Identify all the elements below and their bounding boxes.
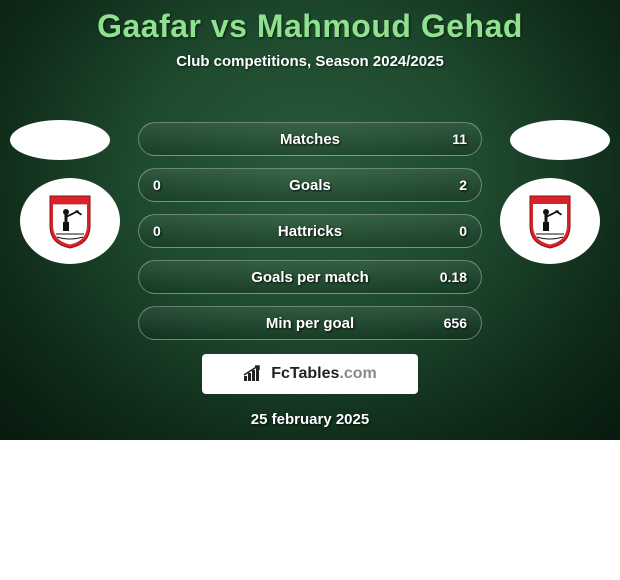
stat-label: Matches (280, 131, 340, 148)
brand-text: FcTables.com (271, 365, 377, 383)
comparison-date: 25 february 2025 (0, 411, 620, 428)
player-right-club-badge (500, 178, 600, 264)
stat-row-goals: 0 Goals 2 (138, 168, 482, 202)
player-left-club-badge (20, 178, 120, 264)
stat-row-goals-per-match: Goals per match 0.18 (138, 260, 482, 294)
page-title: Gaafar vs Mahmoud Gehad (0, 0, 620, 45)
stat-right-value: 11 (452, 131, 467, 147)
club-crest-icon (46, 192, 94, 250)
stat-row-matches: Matches 11 (138, 122, 482, 156)
stat-label: Goals (289, 177, 331, 194)
brand-bars-icon (243, 365, 265, 383)
card-content: Gaafar vs Mahmoud Gehad Club competition… (0, 0, 620, 440)
stat-left-value: 0 (153, 177, 161, 193)
stat-label: Min per goal (266, 315, 354, 332)
player-left-avatar (10, 120, 110, 160)
stat-right-value: 2 (459, 177, 467, 193)
brand-prefix: Fc (271, 365, 290, 382)
stat-right-value: 0 (459, 223, 467, 239)
comparison-card: Gaafar vs Mahmoud Gehad Club competition… (0, 0, 620, 440)
club-crest-icon (526, 192, 574, 250)
brand-suffix: .com (339, 365, 376, 382)
stat-left-value: 0 (153, 223, 161, 239)
player-right-avatar (510, 120, 610, 160)
page-subtitle: Club competitions, Season 2024/2025 (0, 53, 620, 70)
stat-label: Hattricks (278, 223, 342, 240)
stat-row-min-per-goal: Min per goal 656 (138, 306, 482, 340)
stat-row-hattricks: 0 Hattricks 0 (138, 214, 482, 248)
brand-main: Tables (290, 365, 340, 382)
stat-right-value: 0.18 (440, 269, 467, 285)
stat-label: Goals per match (251, 269, 369, 286)
stat-right-value: 656 (444, 315, 467, 331)
stats-table: Matches 11 0 Goals 2 0 Hattricks 0 Goals… (138, 122, 482, 352)
brand-badge: FcTables.com (202, 354, 418, 394)
